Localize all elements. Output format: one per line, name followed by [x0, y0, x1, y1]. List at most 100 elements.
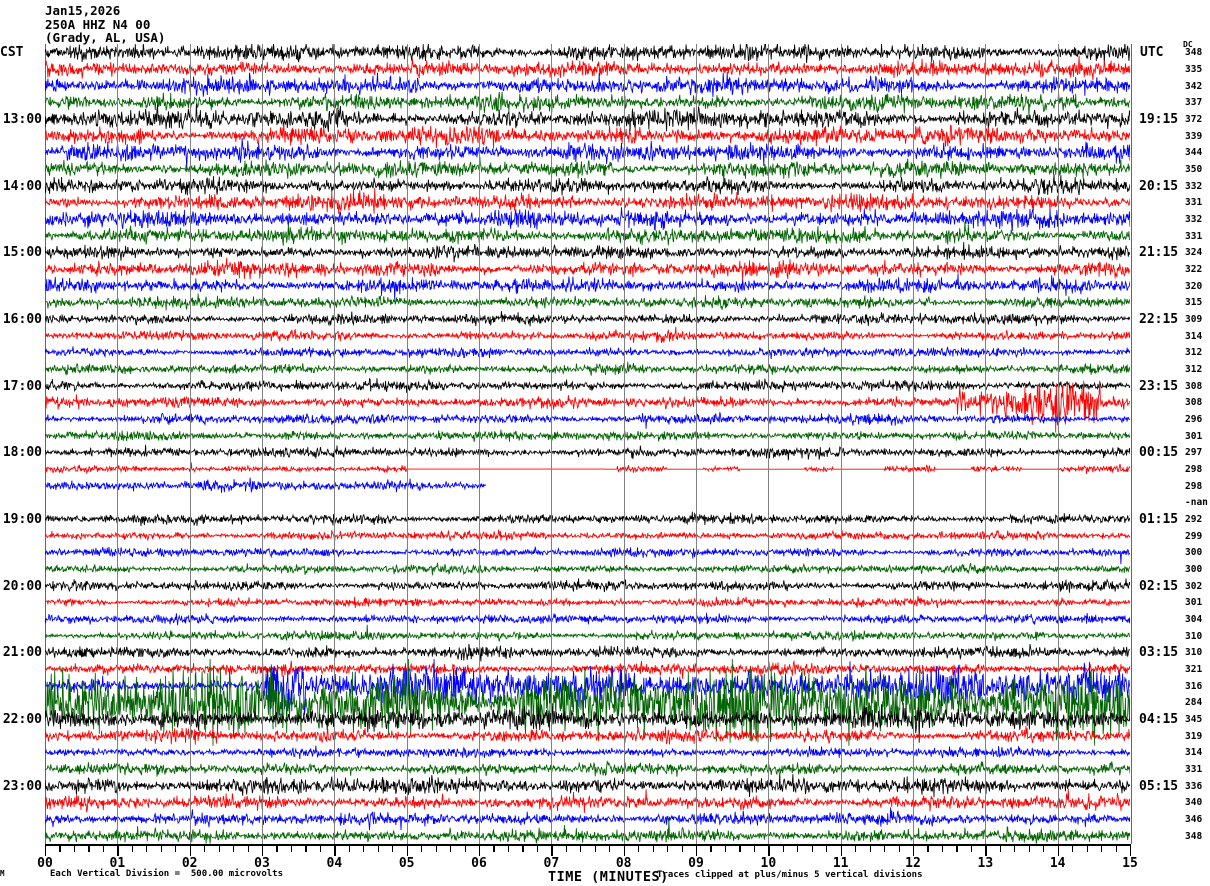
x-tick-minor	[73, 845, 76, 852]
x-tick-major-04	[334, 845, 336, 856]
trace-line	[45, 103, 1130, 132]
trace-line	[45, 759, 1130, 777]
trace-line	[45, 221, 1130, 246]
dc-value: 300	[1185, 547, 1203, 559]
trace-line	[45, 788, 1130, 813]
x-tick-minor	[724, 845, 727, 852]
trace-line	[45, 643, 1130, 662]
x-tick-minor	[493, 845, 495, 852]
trace-line	[45, 807, 1130, 831]
dc-value: 308	[1185, 380, 1203, 392]
x-tick-minor	[305, 845, 307, 852]
trace-line	[45, 546, 1130, 565]
dc-value: 301	[1185, 597, 1203, 609]
trace-line	[45, 55, 1130, 81]
x-tick-minor	[392, 845, 394, 852]
trace-line	[45, 511, 1130, 527]
trace-line	[45, 412, 1130, 429]
x-tick-minor	[1101, 845, 1103, 852]
dc-value: 299	[1185, 530, 1203, 542]
cst-time-label-2100: 21:00	[2, 645, 42, 661]
dc-value: 315	[1185, 297, 1203, 309]
utc-time-label-2215: 22:15	[1139, 312, 1179, 327]
trace-line	[45, 257, 1130, 280]
cst-time-label-1400: 14:00	[2, 178, 42, 194]
trace-line	[45, 477, 487, 494]
trace-line	[45, 745, 1130, 760]
grid-line-minute-11	[840, 44, 842, 844]
grid-line-minute-02	[189, 44, 191, 844]
grid-line-minute-03	[262, 44, 263, 844]
grid-line-minute-06	[479, 44, 480, 844]
x-tick-minor	[247, 845, 249, 852]
trace-line	[45, 772, 1130, 798]
trace-line	[45, 174, 1130, 196]
dc-value: 298	[1185, 464, 1203, 475]
dc-value: 302	[1185, 580, 1203, 592]
x-tick-label-07: 07	[543, 856, 560, 871]
cst-time-label-1700: 17:00	[2, 378, 42, 394]
x-tick-minor	[999, 845, 1001, 852]
dc-value: 339	[1185, 130, 1203, 142]
header-location: (Grady, AL, USA)	[45, 30, 166, 45]
dc-value: 331	[1185, 230, 1203, 242]
dc-value: 337	[1185, 97, 1203, 109]
dc-value: 324	[1185, 247, 1203, 259]
x-tick-label-12: 12	[905, 856, 921, 871]
trace-line	[45, 71, 1130, 98]
dc-value: 348	[1185, 47, 1203, 59]
cst-time-label-1600: 16:00	[2, 312, 42, 327]
dc-value: 312	[1185, 347, 1203, 359]
utc-time-label-0215: 02:15	[1139, 578, 1179, 594]
clip-note: Traces clipped at plus/minus 5 vertical …	[657, 870, 923, 880]
utc-time-label-2115: 21:15	[1139, 245, 1179, 261]
dc-value: 372	[1185, 114, 1203, 125]
grid-line-minute-14	[1057, 44, 1059, 844]
dc-value: 301	[1185, 430, 1203, 442]
dc-value: 319	[1185, 730, 1203, 742]
x-tick-minor	[970, 845, 973, 852]
x-tick-major-11	[840, 845, 842, 856]
trace-line	[45, 326, 1130, 343]
x-tick-major-09	[696, 845, 698, 856]
utc-time-label-0515: 05:15	[1139, 778, 1179, 794]
dc-value: 331	[1185, 764, 1203, 775]
x-tick-minor	[710, 845, 712, 852]
x-tick-label-15: 15	[1122, 856, 1138, 871]
x-tick-minor	[753, 845, 756, 852]
x-tick-minor	[88, 845, 90, 852]
helicorder-plot	[45, 44, 1130, 844]
x-tick-minor	[609, 845, 611, 852]
x-tick-minor	[218, 845, 220, 852]
dc-value: 308	[1185, 397, 1203, 409]
x-tick-label-05: 05	[398, 856, 415, 871]
x-tick-minor	[884, 845, 886, 852]
utc-time-label-0015: 00:15	[1139, 445, 1179, 461]
header-station: 250A HHZ N4 00	[45, 16, 151, 32]
x-tick-minor	[1028, 845, 1030, 852]
x-tick-minor	[1086, 845, 1088, 852]
dc-value: 344	[1185, 147, 1203, 159]
x-tick-minor	[927, 845, 929, 852]
seismogram-traces	[45, 44, 1130, 844]
x-tick-minor	[377, 845, 379, 852]
utc-time-label-1915: 19:15	[1139, 112, 1179, 127]
x-tick-minor	[160, 845, 162, 852]
x-tick-major-15	[1130, 845, 1132, 856]
scale-note: Each Vertical Division = 500.00 microvol…	[50, 869, 283, 879]
helicorder-plot-frame	[45, 44, 1132, 844]
grid-line-minute-08	[623, 44, 625, 844]
x-tick-minor	[1014, 845, 1016, 852]
x-tick-major-13	[985, 845, 987, 856]
x-tick-minor	[855, 845, 857, 852]
dc-value: 316	[1185, 680, 1203, 692]
dc-value: 310	[1185, 647, 1203, 659]
grid-line-minute-07	[551, 44, 553, 844]
x-tick-minor	[898, 845, 900, 852]
x-tick-minor	[175, 845, 177, 852]
x-tick-minor	[1072, 845, 1074, 852]
trace-line	[45, 44, 1130, 64]
dc-value: 332	[1185, 214, 1203, 225]
x-tick-minor	[826, 845, 828, 852]
trace-line	[45, 529, 1130, 542]
